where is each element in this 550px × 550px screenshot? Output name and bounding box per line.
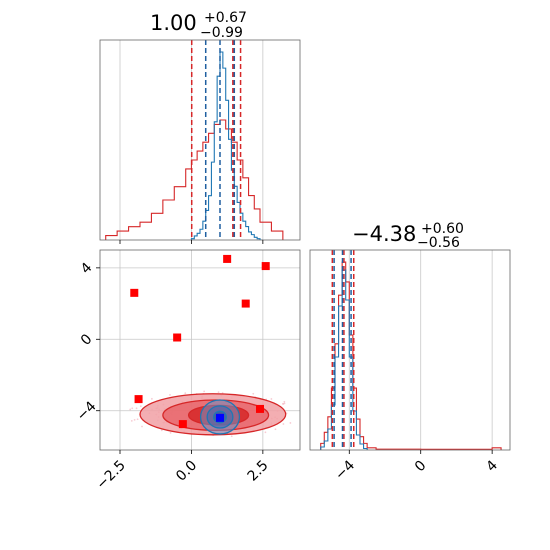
joint-sample-point: [289, 422, 292, 424]
red-square-marker-1: [173, 333, 182, 342]
param1-x-tick-label-1: 0.0: [173, 458, 200, 485]
joint-content: [129, 254, 292, 438]
joint-sample-point: [135, 407, 138, 410]
param2-red-histogram: [320, 261, 502, 450]
joint-sample-point: [130, 419, 133, 422]
param1-title-plus: +0.67: [204, 10, 247, 26]
joint-sample-point: [270, 398, 273, 400]
param2-axes-frame: [309, 249, 511, 451]
param1-x-tick-label-2: 2.5: [245, 458, 272, 485]
param1-histograms: [105, 51, 284, 240]
param1-title-minus: −0.99: [200, 25, 243, 41]
joint-sample-point: [283, 400, 286, 403]
joint-sample-point: [160, 429, 163, 432]
joint-sample-point: [169, 431, 172, 434]
param2-y-tick-label-0: 4: [78, 260, 96, 278]
joint-sample-point: [217, 391, 220, 394]
red-square-marker-0: [130, 288, 139, 297]
joint-sample-point: [169, 394, 171, 396]
joint-sample-point: [282, 423, 285, 425]
param1-red-histogram: [105, 119, 284, 240]
joint-sample-point: [141, 425, 143, 428]
joint-sample-point: [252, 392, 255, 395]
joint-sample-point: [136, 418, 139, 421]
param2-x-tick-label-0: −4: [332, 457, 358, 483]
joint-sample-point: [230, 435, 233, 438]
blue-square-marker: [216, 413, 224, 422]
joint-sample-point: [184, 392, 187, 395]
param2-y-tick-label-1: 0: [78, 331, 96, 349]
red-square-marker-6: [178, 420, 187, 429]
joint-2d-panel: [96, 249, 301, 454]
param2-y-tick-label-2: −4: [74, 398, 100, 424]
param1-x-tick-label-0: −2.5: [93, 458, 128, 493]
param2-title: −4.38 +0.60 −0.56: [352, 221, 464, 251]
param2-x-tick-label-2: 4: [483, 457, 501, 475]
red-square-marker-4: [241, 299, 250, 308]
joint-sample-point: [282, 403, 285, 405]
red-square-marker-7: [256, 404, 264, 413]
param1-axes-frame: [99, 39, 301, 241]
param2-title-plus: +0.60: [421, 221, 464, 237]
param2-histograms: [320, 261, 502, 450]
joint-sample-point: [264, 431, 267, 434]
param1-blue-histogram: [190, 51, 263, 240]
joint-sample-point: [150, 397, 153, 400]
joint-sample-point: [133, 418, 136, 421]
param2-title-value: −4.38: [352, 222, 416, 246]
red-square-marker-3: [261, 262, 270, 271]
joint-axes-frame: [99, 249, 301, 451]
joint-sample-point: [274, 428, 277, 431]
marginal-param2-panel: [309, 249, 511, 454]
param1-title-value: 1.00: [150, 11, 197, 35]
param2-title-minus: −0.56: [417, 235, 460, 251]
joint-sample-point: [203, 390, 206, 393]
red-square-marker-2: [223, 254, 232, 263]
param2-x-tick-label-1: 0: [412, 458, 430, 476]
marginal-param1-panel: [99, 39, 301, 244]
joint-sample-point: [131, 407, 134, 410]
param1-title: 1.00 +0.67 −0.99: [150, 10, 247, 41]
joint-sample-point: [139, 405, 142, 408]
red-square-marker-5: [134, 395, 143, 404]
joint-sample-point: [129, 408, 132, 411]
